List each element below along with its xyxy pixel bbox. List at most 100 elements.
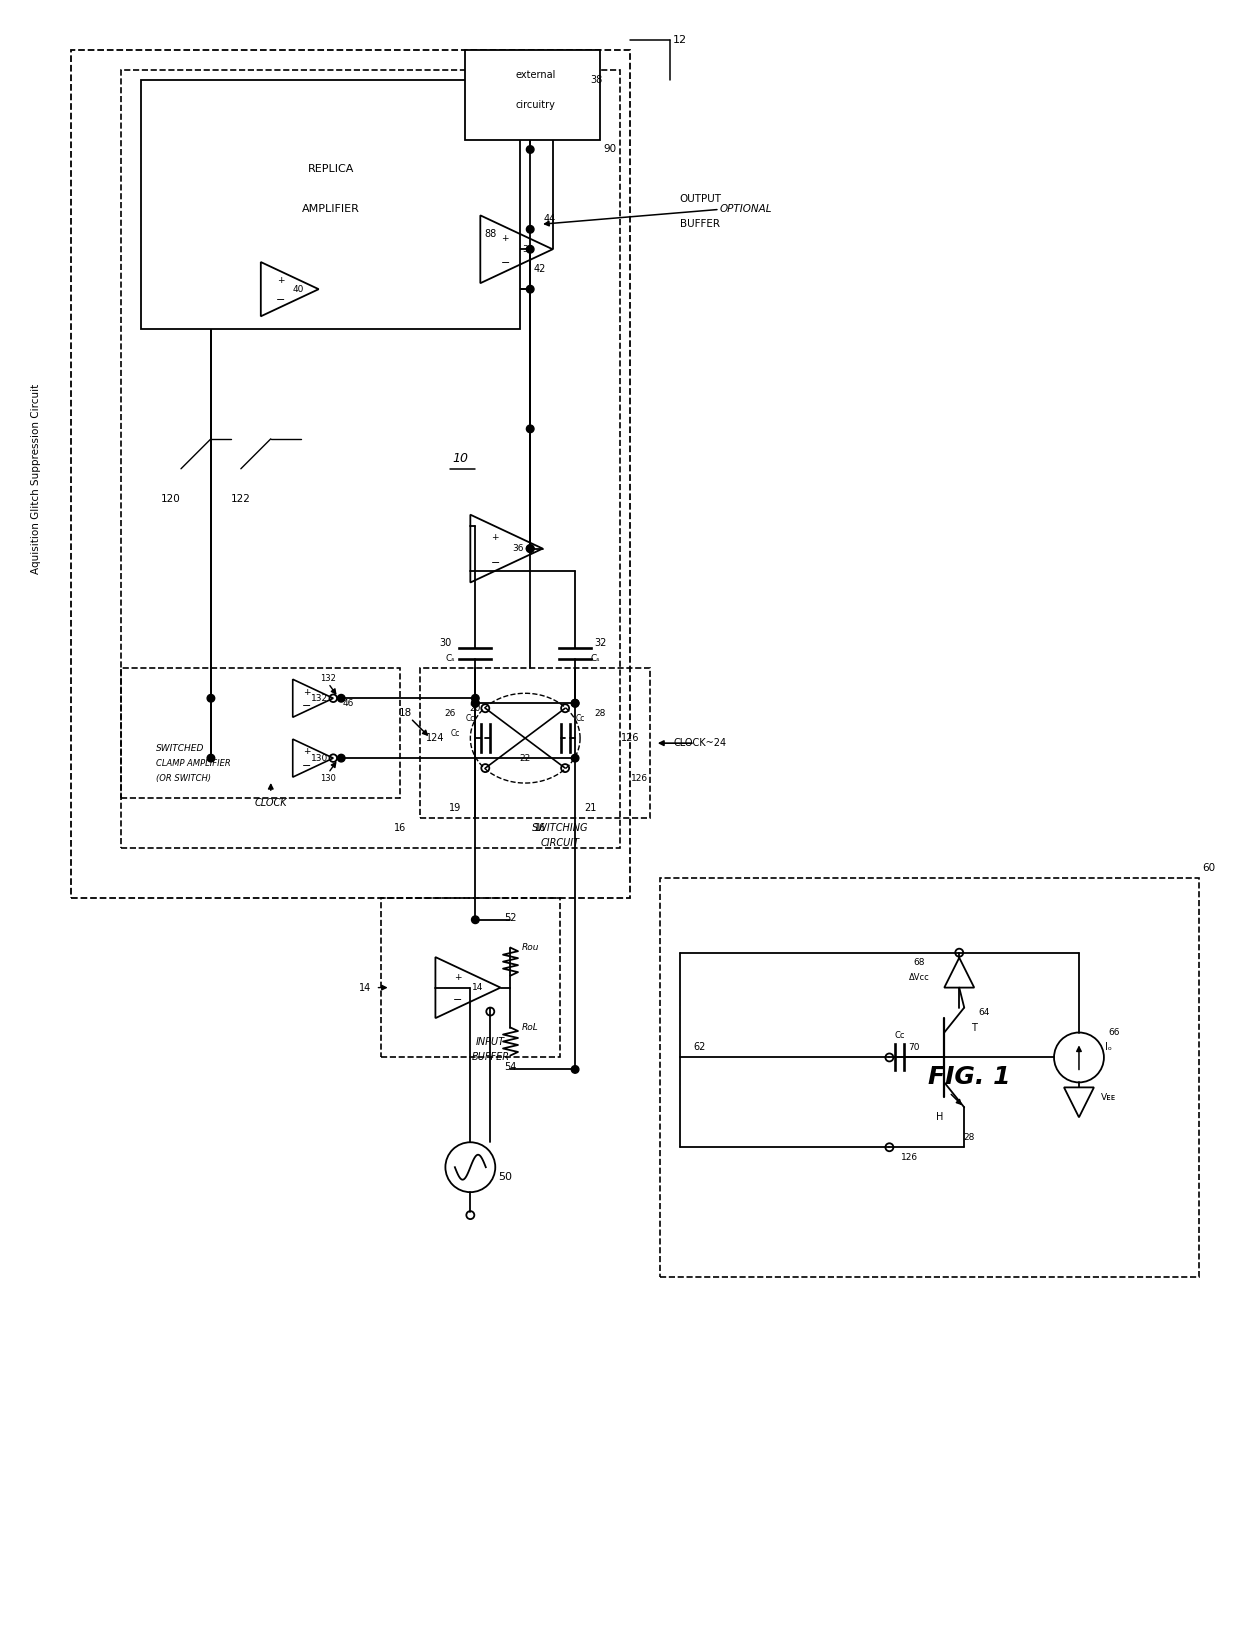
Text: Cₛ: Cₛ xyxy=(445,654,455,663)
Text: 20: 20 xyxy=(470,703,481,713)
Text: 88: 88 xyxy=(484,230,496,239)
Text: 50: 50 xyxy=(498,1172,512,1182)
Text: +: + xyxy=(454,974,461,982)
Text: 120: 120 xyxy=(161,493,181,503)
Text: Cᴄ: Cᴄ xyxy=(575,713,585,723)
Bar xyxy=(71,50,630,897)
Circle shape xyxy=(527,226,534,233)
Text: −: − xyxy=(491,557,500,568)
Bar xyxy=(660,877,1199,1276)
Text: +: + xyxy=(303,687,310,697)
Text: Rou: Rou xyxy=(522,943,539,952)
Text: 18: 18 xyxy=(399,708,412,718)
Circle shape xyxy=(471,695,479,702)
Text: 64: 64 xyxy=(978,1008,990,1018)
Circle shape xyxy=(527,425,534,433)
Circle shape xyxy=(471,700,479,707)
Circle shape xyxy=(527,285,534,293)
Text: 16: 16 xyxy=(394,824,407,834)
Text: external: external xyxy=(515,70,556,80)
Text: RoL: RoL xyxy=(522,1022,539,1032)
Text: −: − xyxy=(277,295,285,306)
Text: 44: 44 xyxy=(544,215,557,225)
Circle shape xyxy=(572,754,579,762)
Text: SWITCHING: SWITCHING xyxy=(532,824,589,834)
Text: BUFFER: BUFFER xyxy=(680,220,720,230)
Text: 32: 32 xyxy=(594,638,606,648)
Text: 36: 36 xyxy=(512,544,523,554)
Text: +: + xyxy=(303,747,310,757)
Text: 28: 28 xyxy=(594,708,605,718)
Text: Cᴄ: Cᴄ xyxy=(450,729,460,737)
Text: OPTIONAL: OPTIONAL xyxy=(719,205,773,215)
Text: CIRCUIT: CIRCUIT xyxy=(541,838,579,848)
Text: Cᴄ: Cᴄ xyxy=(466,713,475,723)
Text: 40: 40 xyxy=(293,285,304,293)
Text: Iₒ: Iₒ xyxy=(1105,1042,1112,1052)
Text: 68: 68 xyxy=(914,959,925,967)
Text: CLAMP AMPLIFIER: CLAMP AMPLIFIER xyxy=(156,759,231,768)
Circle shape xyxy=(527,545,534,552)
Text: SWITCHED: SWITCHED xyxy=(156,744,205,752)
Text: 90: 90 xyxy=(604,145,616,155)
Text: −: − xyxy=(501,259,510,269)
Text: 124: 124 xyxy=(427,733,445,742)
Text: ΔVᴄᴄ: ΔVᴄᴄ xyxy=(909,974,930,982)
Text: 22: 22 xyxy=(520,754,531,762)
Text: −: − xyxy=(303,760,311,772)
Text: 132: 132 xyxy=(311,694,327,703)
Circle shape xyxy=(527,246,534,252)
Circle shape xyxy=(527,545,534,552)
Text: Aquisition Glitch Suppression Circuit: Aquisition Glitch Suppression Circuit xyxy=(31,384,41,575)
Text: 16: 16 xyxy=(534,824,547,834)
Text: 28: 28 xyxy=(963,1133,975,1141)
Text: (OR SWITCH): (OR SWITCH) xyxy=(156,773,211,783)
Text: 52: 52 xyxy=(505,913,517,923)
Circle shape xyxy=(527,145,534,153)
Text: CLOCK~24: CLOCK~24 xyxy=(673,737,727,749)
Bar xyxy=(465,50,600,140)
Text: AMPLIFIER: AMPLIFIER xyxy=(301,205,360,215)
Text: BUFFER: BUFFER xyxy=(471,1052,510,1063)
Circle shape xyxy=(337,754,345,762)
Text: 42: 42 xyxy=(534,264,547,274)
Circle shape xyxy=(471,917,479,923)
Text: 54: 54 xyxy=(505,1063,517,1073)
Circle shape xyxy=(207,754,215,762)
Text: 130: 130 xyxy=(311,754,327,762)
Bar xyxy=(122,669,401,798)
Text: +: + xyxy=(491,532,498,542)
Text: −: − xyxy=(303,702,311,711)
Text: 21: 21 xyxy=(584,803,596,812)
Text: 126: 126 xyxy=(631,773,649,783)
Text: T: T xyxy=(971,1022,977,1032)
Text: Cᴄ: Cᴄ xyxy=(894,1031,905,1040)
Text: 132: 132 xyxy=(320,674,336,682)
Text: 46: 46 xyxy=(342,698,353,708)
Text: 19: 19 xyxy=(449,803,461,812)
Text: 30: 30 xyxy=(439,638,451,648)
Circle shape xyxy=(207,695,215,702)
Text: +: + xyxy=(501,234,508,243)
Bar xyxy=(122,70,620,848)
Text: H: H xyxy=(936,1112,942,1122)
Text: FIG. 1: FIG. 1 xyxy=(928,1065,1011,1089)
Text: 122: 122 xyxy=(231,493,250,503)
Text: circuitry: circuitry xyxy=(516,99,556,109)
Text: +: + xyxy=(277,275,284,285)
Text: 14: 14 xyxy=(472,983,484,991)
Bar xyxy=(420,669,650,817)
Text: CLOCK: CLOCK xyxy=(254,798,288,807)
Text: 130: 130 xyxy=(320,773,336,783)
Circle shape xyxy=(572,1066,579,1073)
Bar xyxy=(381,897,560,1058)
Text: 66: 66 xyxy=(1109,1027,1120,1037)
Text: 60: 60 xyxy=(1202,863,1215,873)
Text: 70: 70 xyxy=(909,1044,920,1052)
Text: 38: 38 xyxy=(590,75,603,85)
Text: 62: 62 xyxy=(693,1042,706,1052)
Text: REPLICA: REPLICA xyxy=(308,164,353,174)
Text: OUTPUT: OUTPUT xyxy=(680,194,722,205)
Text: −: − xyxy=(453,995,463,1004)
Bar xyxy=(141,80,521,329)
